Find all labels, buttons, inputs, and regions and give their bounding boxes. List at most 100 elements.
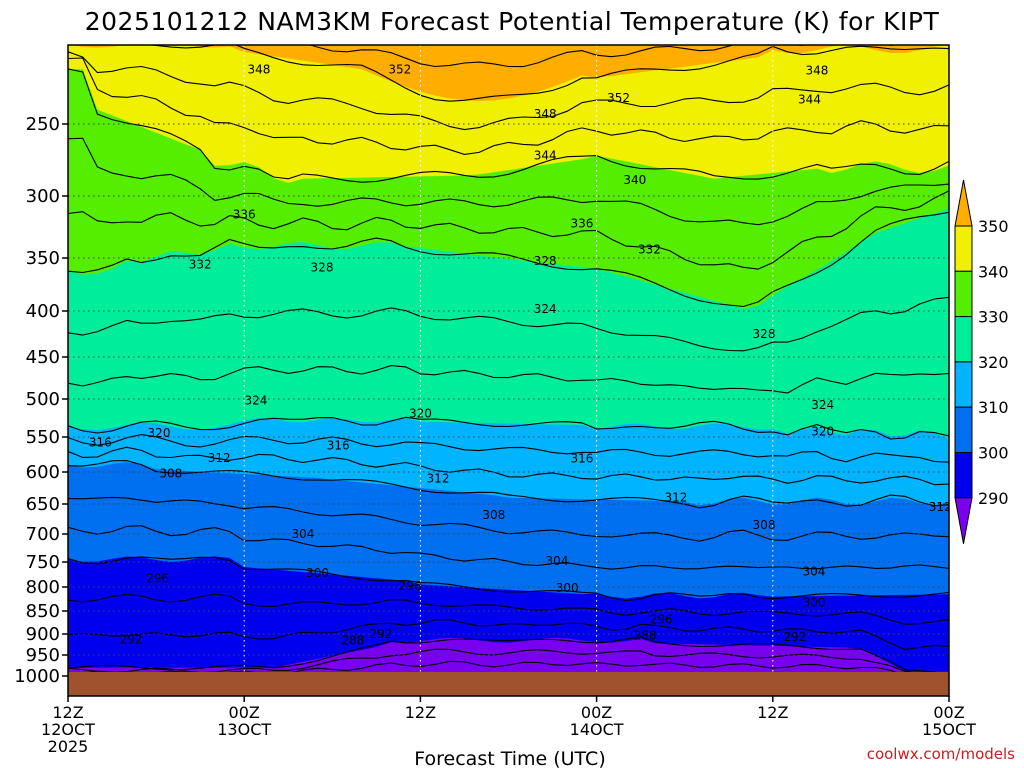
colorbar-segment — [954, 361, 973, 408]
x-tick-label: 00Z — [229, 703, 260, 722]
contour-label: 316 — [327, 438, 350, 452]
contour-label: 292 — [369, 627, 392, 641]
contour-line — [68, 45, 949, 102]
colorbar-label: 290 — [978, 489, 1009, 508]
colorbar-label: 350 — [978, 217, 1009, 236]
colorbar-cap-top — [954, 179, 973, 227]
contour-label: 304 — [546, 554, 569, 568]
x-axis-label: Forecast Time (UTC) — [414, 748, 605, 768]
contour-label: 336 — [570, 216, 593, 230]
x-tick-label: 12Z — [757, 703, 788, 722]
x-tick-label: 12Z — [52, 703, 83, 722]
contour-line — [68, 636, 949, 675]
contour-label: 320 — [811, 425, 834, 439]
contour-line — [68, 556, 949, 602]
colorbar-label: 330 — [978, 308, 1009, 327]
contour-label: 316 — [570, 452, 593, 466]
plot-area: 352 352 348 348 348 344 344 340 336 336 332 332 328 3… — [68, 45, 952, 696]
y-tick-label: 600 — [26, 462, 60, 483]
contour-label: 300 — [306, 566, 329, 580]
contour-label: 288 — [341, 633, 364, 647]
y-tick-label: 250 — [26, 114, 60, 135]
y-tick-label: 850 — [26, 601, 60, 622]
credit-text: coolwx.com/models — [867, 745, 1015, 763]
x-tick-label: 13OCT — [217, 720, 271, 739]
contour-label: 296 — [146, 572, 169, 586]
colorbar-segment — [954, 452, 973, 499]
contour-label: 328 — [753, 327, 776, 341]
contour-line — [68, 211, 949, 308]
colorbar-label: 320 — [978, 353, 1009, 372]
x-tick-label: 12Z — [405, 703, 436, 722]
contour-label: 324 — [244, 394, 267, 408]
y-tick-label: 900 — [26, 624, 60, 645]
contour-line — [68, 137, 949, 226]
contour-line — [68, 57, 949, 155]
contour-label: 300 — [556, 581, 579, 595]
contour-label: 348 — [805, 64, 828, 78]
contour-label: 332 — [189, 257, 212, 271]
y-tick-label: 500 — [26, 389, 60, 410]
contour-label: 348 — [534, 107, 557, 121]
contour-line — [68, 446, 949, 486]
plot-frame — [67, 44, 950, 697]
contour-label: 320 — [148, 426, 171, 440]
contour-line — [68, 434, 949, 463]
contour-label: 292 — [783, 630, 806, 644]
colorbar: 350 340 330 320 310 300 290 — [954, 179, 1009, 544]
contour-line — [68, 365, 949, 394]
contour-label: 344 — [534, 149, 557, 163]
y-axis: 2503003504004505005506006507007508008509… — [14, 114, 68, 687]
contour-line — [68, 416, 949, 440]
contour-label: 312 — [208, 451, 231, 465]
contour-label: 352 — [388, 62, 411, 76]
contour-label: 300 — [802, 595, 825, 609]
contour-label: 352 — [607, 91, 630, 105]
contour-label: 312 — [929, 500, 952, 514]
y-tick-label: 1000 — [14, 666, 60, 687]
y-tick-label: 650 — [26, 494, 60, 515]
contour-labels: 352 352 348 348 348 344 344 340 336 336 332 332 328 3… — [89, 62, 952, 647]
y-tick-label: 950 — [26, 645, 60, 666]
contour-line — [68, 190, 949, 270]
colorbar-segment — [954, 270, 973, 318]
contour-label: 344 — [798, 93, 821, 107]
contour-label: 312 — [427, 471, 450, 485]
contour-label: 340 — [623, 173, 646, 187]
contour-label: 316 — [89, 436, 112, 450]
contour-label: 296 — [650, 612, 673, 626]
colorbar-segment — [954, 225, 973, 272]
x-tick-label: 15OCT — [922, 720, 976, 739]
y-tick-label: 300 — [26, 186, 60, 207]
y-tick-label: 750 — [26, 552, 60, 573]
x-tick-label: 14OCT — [570, 720, 624, 739]
y-tick-label: 450 — [26, 347, 60, 368]
colorbar-segment — [954, 406, 973, 454]
contour-label: 304 — [802, 565, 825, 579]
y-tick-label: 350 — [26, 248, 60, 269]
contour-line — [68, 68, 949, 183]
contour-label: 324 — [811, 398, 834, 412]
colorbar-label: 300 — [978, 444, 1009, 463]
contour-label: 296 — [399, 579, 422, 593]
contour-line — [68, 525, 949, 570]
colorbar-label: 340 — [978, 262, 1009, 281]
ground-below-surface — [68, 672, 949, 696]
contour-label: 288 — [634, 628, 657, 642]
contour-line — [68, 51, 949, 131]
y-tick-label: 800 — [26, 577, 60, 598]
contour-label: 304 — [291, 527, 314, 541]
contour-label: 336 — [233, 208, 256, 222]
contour-line — [68, 460, 949, 509]
contour-label: 320 — [409, 406, 432, 420]
colorbar-cap-bottom — [954, 497, 973, 544]
contour-label: 328 — [311, 261, 334, 275]
x-tick-label: 2025 — [48, 737, 89, 756]
y-tick-label: 700 — [26, 524, 60, 545]
contour-label: 324 — [534, 302, 557, 316]
x-tick-label: 00Z — [581, 703, 612, 722]
contour-label: 348 — [247, 62, 270, 76]
contour-line — [68, 619, 949, 651]
contour-label: 292 — [120, 633, 143, 647]
